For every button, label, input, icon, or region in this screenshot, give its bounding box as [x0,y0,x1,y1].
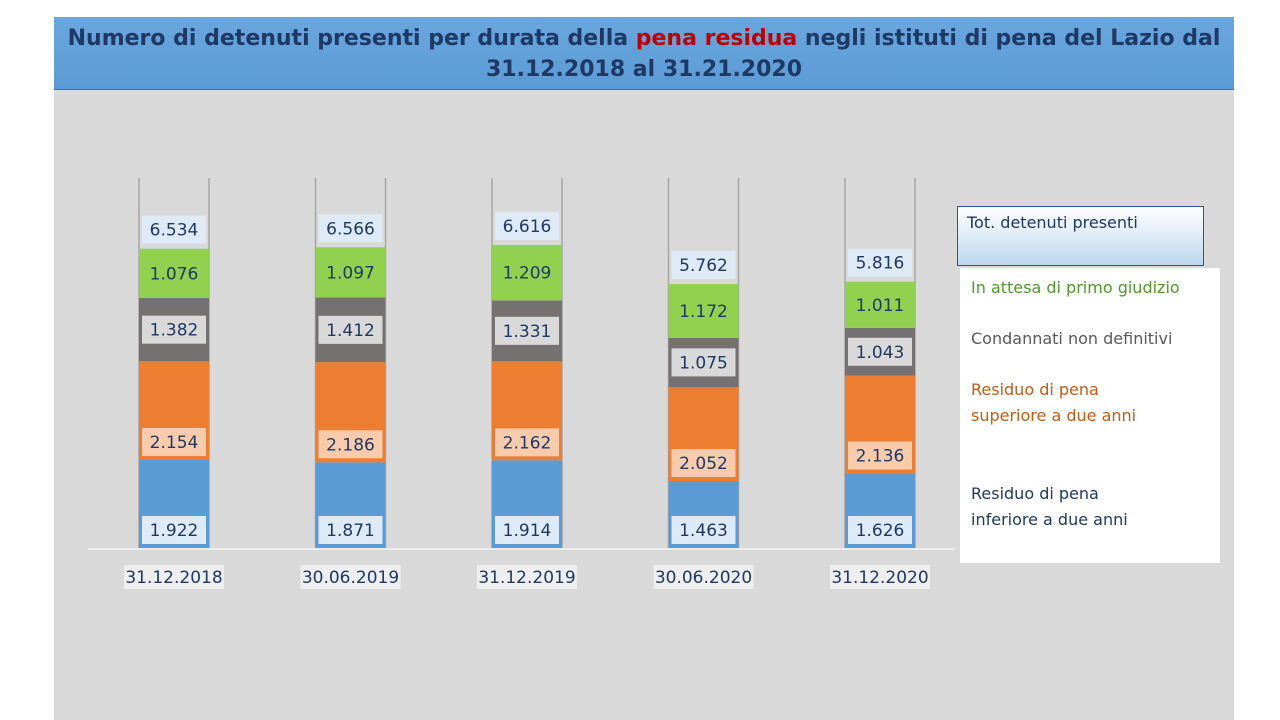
total-label: 6.534 [150,221,199,241]
title-text: negli istituti di pena del Lazio dal 31.… [485,26,1221,82]
data-label: 1.922 [150,521,199,541]
legend: Residuo di pena inferiore a due anni Resi… [960,268,1220,563]
label-box [142,427,206,456]
legend-label: Condannati non definitivi [971,329,1173,348]
total-label: 6.566 [318,214,383,243]
data-label: 2.136 [856,447,905,467]
chart-title: Numero di detenuti presenti per durata d… [54,17,1234,90]
x-tick-label: 31.12.2019 [478,568,575,588]
total-label: 5.816 [856,254,905,274]
data-label: 1.331 [495,316,559,345]
legend-label: Residuo di pena inferiore a due anni [971,484,1128,529]
x-label-box [124,565,224,589]
label-box [142,315,206,344]
data-label: 2.052 [671,448,736,477]
data-label: 1.871 [326,521,375,541]
data-label: 2.136 [848,441,912,470]
data-label: 2.162 [503,433,552,453]
x-tick-label: 31.12.2018 [125,568,222,588]
data-label: 1.076 [142,259,206,288]
data-label: 1.412 [326,321,375,341]
label-box [671,448,736,477]
data-label: 1.331 [503,322,552,342]
x-label-box [653,565,754,589]
title-highlight: pena residua [635,26,798,51]
label-box [671,251,736,280]
legend-label: Residuo di pena superiore a due anni [971,380,1137,425]
data-label: 1.412 [318,315,383,344]
label-box [848,290,912,319]
data-label: 1.043 [848,337,912,366]
x-tick-label: 30.06.2020 [655,568,752,588]
data-label: 1.011 [856,296,905,316]
data-label: 1.075 [671,348,736,377]
data-label: 1.871 [318,516,383,544]
data-label: 1.097 [326,263,375,283]
label-box [142,259,206,288]
total-label: 5.762 [679,256,728,276]
total-label: 6.616 [503,217,552,237]
data-label: 1.463 [671,516,736,544]
x-label-box [300,565,401,589]
label-box [495,428,559,457]
data-label: 1.626 [848,516,912,544]
data-label: 1.011 [848,290,912,319]
legend-label: Tot. detenuti presenti [967,213,1138,232]
data-label: 2.154 [142,427,206,456]
data-label: 1.172 [671,296,736,325]
data-label: 1.922 [142,516,206,544]
data-label: 1.075 [679,353,728,373]
title-text: Numero di detenuti presenti per durata d… [67,26,636,51]
label-box [671,516,736,544]
label-box [848,441,912,470]
data-label: 1.626 [856,521,905,541]
total-label: 6.616 [495,211,559,240]
label-box [495,316,559,345]
x-tick-label: 30.06.2019 [302,568,399,588]
data-label: 1.076 [150,264,199,284]
label-box [495,516,559,544]
total-label: 6.566 [326,219,375,239]
data-label: 1.209 [495,258,559,287]
data-label: 2.186 [318,430,383,459]
label-box [142,215,206,244]
label-box [318,258,383,287]
data-label: 1.209 [503,264,552,284]
data-label: 2.052 [679,454,728,474]
data-label: 2.186 [326,435,375,455]
label-box [495,258,559,287]
label-box [142,516,206,544]
data-label: 1.097 [318,258,383,287]
data-label: 1.043 [856,343,905,363]
legend-total: Tot. detenuti presenti [957,206,1204,266]
data-label: 2.154 [150,433,199,453]
label-box [848,337,912,366]
label-box [318,430,383,459]
data-label: 2.162 [495,428,559,457]
data-label: 1.463 [679,521,728,541]
x-tick-label: 31.12.2020 [831,568,928,588]
label-box [318,315,383,344]
label-box [848,516,912,544]
data-label: 1.914 [495,516,559,544]
data-label: 1.382 [142,315,206,344]
label-box [671,296,736,325]
data-label: 1.914 [503,521,552,541]
label-box [671,348,736,377]
label-box [318,214,383,243]
data-label: 1.382 [150,321,199,341]
x-label-box [830,565,930,589]
legend-label: In attesa di primo giudizio [971,278,1180,297]
label-box [495,211,559,240]
label-box [318,516,383,544]
total-label: 5.816 [848,248,912,277]
data-label: 1.172 [679,302,728,322]
total-label: 6.534 [142,215,206,244]
total-label: 5.762 [671,251,736,280]
label-box [848,248,912,277]
x-label-box [477,565,577,589]
